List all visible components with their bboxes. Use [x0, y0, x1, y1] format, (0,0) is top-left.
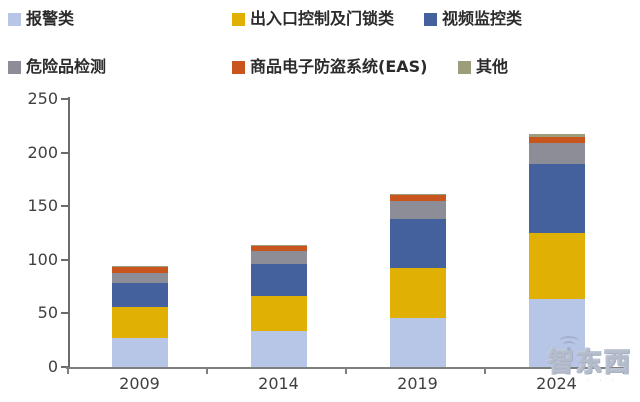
- legend-swatch-icon: [8, 61, 21, 74]
- x-axis-label-2009: 2009: [119, 374, 160, 393]
- bar-segment-2019-4: [389, 195, 446, 201]
- x-axis-tick: [484, 369, 486, 374]
- bar-segment-2024-1: [528, 233, 585, 300]
- bar-segment-2019-1: [389, 268, 446, 318]
- y-axis-tick: [61, 151, 68, 154]
- y-axis-tick: [61, 312, 68, 315]
- legend-label: 危险品检测: [26, 57, 107, 76]
- bar-segment-2009-5: [111, 266, 168, 268]
- x-axis-label-2014: 2014: [258, 374, 299, 393]
- bar-segment-2019-3: [389, 200, 446, 220]
- legend-label: 商品电子防盗系统(EAS): [250, 57, 428, 76]
- bar-segment-2014-5: [250, 244, 307, 246]
- bar-segment-2019-2: [389, 219, 446, 269]
- bar-segment-2009-1: [111, 306, 168, 339]
- legend-swatch-icon: [232, 13, 245, 26]
- y-axis-tick-label: 50: [37, 303, 58, 323]
- legend-swatch-icon: [424, 13, 437, 26]
- bar-segment-2019-0: [389, 317, 446, 367]
- legend-label: 视频监控类: [442, 9, 523, 28]
- legend-item-3: 危险品检测: [8, 57, 106, 77]
- bar-segment-2009-0: [111, 338, 168, 367]
- legend-label: 报警类: [26, 9, 75, 28]
- legend-item-2: 视频监控类: [424, 9, 522, 29]
- bar-segment-2024-4: [528, 136, 585, 143]
- bar-segment-2014-1: [250, 296, 307, 331]
- legend-item-1: 出入口控制及门锁类: [232, 9, 394, 29]
- y-axis-tick: [61, 205, 68, 208]
- bar-segment-2024-5: [528, 134, 585, 137]
- y-axis-tick-label: 250: [27, 89, 58, 108]
- bar-segment-2014-3: [250, 251, 307, 265]
- bar-segment-2014-0: [250, 330, 307, 367]
- legend-swatch-icon: [458, 61, 471, 74]
- x-axis-tick: [206, 369, 208, 374]
- y-axis-tick-label: 200: [27, 142, 58, 162]
- y-axis-line: [68, 97, 70, 369]
- y-axis-tick: [61, 98, 68, 100]
- x-axis-label-2019: 2019: [397, 374, 438, 393]
- y-axis-tick-label: 150: [27, 196, 58, 216]
- x-axis-tick: [623, 369, 625, 374]
- y-axis-tick-label: 100: [27, 249, 58, 269]
- y-axis-tick: [61, 366, 68, 368]
- x-axis-tick: [67, 369, 69, 374]
- bar-segment-2024-3: [528, 142, 585, 165]
- legend-item-4: 商品电子防盗系统(EAS): [232, 57, 427, 77]
- y-axis-tick-label: 0: [47, 357, 58, 376]
- y-axis-tick: [61, 258, 68, 261]
- bar-segment-2009-4: [111, 267, 168, 273]
- bar-segment-2009-2: [111, 283, 168, 307]
- bar-segment-2014-4: [250, 245, 307, 252]
- legend-swatch-icon: [232, 61, 245, 74]
- bar-segment-2024-0: [528, 299, 585, 367]
- legend-label: 其他: [476, 57, 509, 76]
- x-axis-line: [66, 367, 624, 369]
- bar-segment-2024-2: [528, 164, 585, 233]
- legend-item-5: 其他: [458, 57, 508, 77]
- legend-swatch-icon: [8, 13, 21, 26]
- legend-label: 出入口控制及门锁类: [250, 9, 395, 28]
- x-axis-tick: [345, 369, 347, 374]
- x-axis-label-2024: 2024: [536, 374, 577, 393]
- legend-item-0: 报警类: [8, 9, 74, 29]
- bar-segment-2009-3: [111, 272, 168, 284]
- bar-segment-2019-5: [389, 194, 446, 196]
- bar-segment-2014-2: [250, 264, 307, 297]
